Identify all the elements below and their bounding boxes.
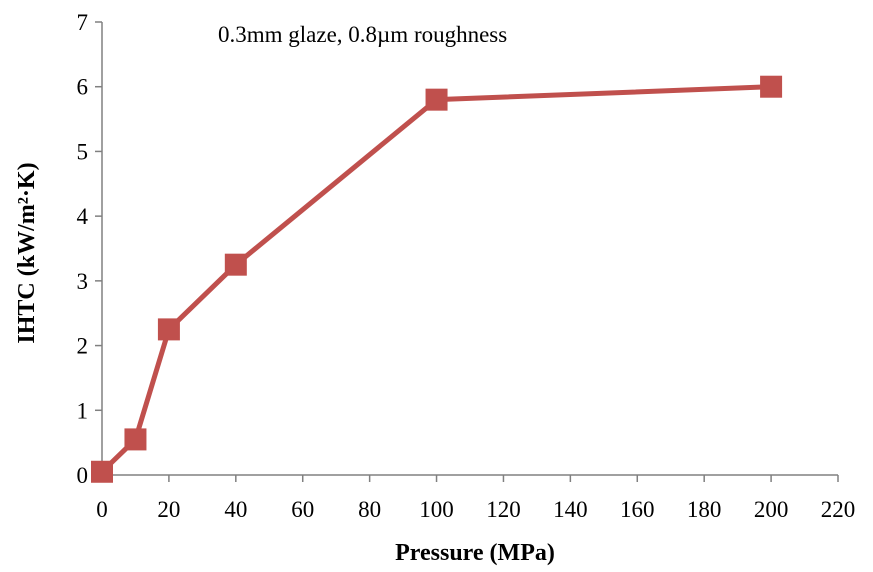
y-tick-label: 0 (77, 463, 89, 488)
x-tick-label: 20 (157, 497, 180, 522)
x-tick-label: 160 (620, 497, 655, 522)
chart-annotation: 0.3mm glaze, 0.8µm roughness (218, 22, 507, 47)
axes (101, 22, 838, 476)
data-point (124, 428, 147, 451)
y-tick-label: 7 (77, 10, 89, 35)
x-tick-label: 40 (224, 497, 247, 522)
y-tick-label: 3 (77, 269, 89, 294)
x-tick-label: 200 (754, 497, 789, 522)
x-tick-label: 120 (486, 497, 521, 522)
y-tick-label: 1 (77, 398, 89, 423)
y-tick-label: 4 (77, 204, 89, 229)
x-tick-label: 220 (821, 497, 856, 522)
x-tick-label: 180 (687, 497, 722, 522)
data-point (157, 318, 180, 341)
data-point (91, 460, 113, 483)
x-tick-label: 80 (358, 497, 381, 522)
y-tick-label: 5 (77, 139, 89, 164)
x-tick-label: 0 (96, 497, 108, 522)
y-ticks: 0 1 2 3 4 5 6 7 (77, 10, 102, 488)
data-point (425, 88, 448, 111)
y-tick-label: 2 (77, 334, 89, 359)
x-ticks: 0 20 40 60 80 100 120 140 160 180 200 220 (96, 475, 855, 522)
series-layer (91, 75, 783, 483)
series-line (100, 84, 772, 474)
x-axis-title: Pressure (MPa) (395, 540, 555, 566)
y-axis-title: IHTC (kW/m²·K) (14, 162, 40, 343)
data-point (224, 253, 247, 276)
x-tick-label: 60 (291, 497, 314, 522)
x-tick-label: 140 (553, 497, 588, 522)
y-tick-label: 6 (77, 75, 89, 100)
x-tick-label: 100 (419, 497, 454, 522)
data-point (760, 75, 783, 98)
